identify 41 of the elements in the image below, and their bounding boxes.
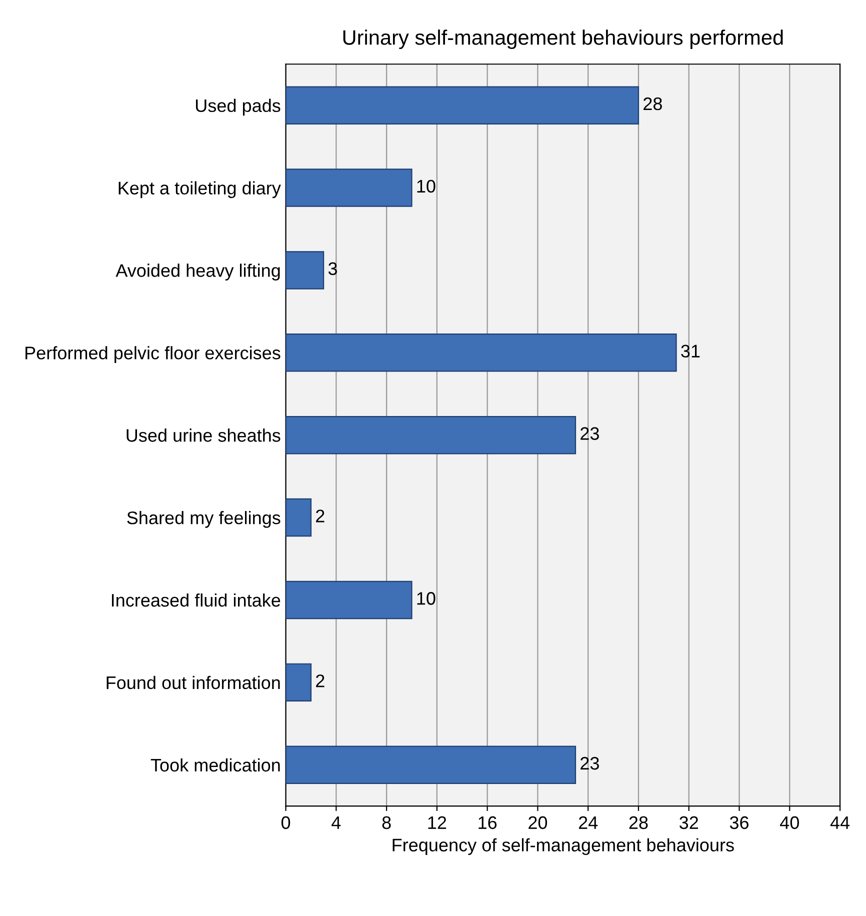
x-tick-label: 8	[382, 816, 391, 830]
x-axis-title: Frequency of self-management behaviours	[392, 838, 734, 856]
data-label: 2	[316, 510, 324, 522]
bar	[286, 416, 576, 454]
x-tick-label: 12	[428, 816, 446, 829]
x-tick-label: 4	[332, 816, 341, 829]
y-tick-label: Increased fluid intake	[112, 593, 280, 607]
x-tick-label: 36	[730, 816, 748, 830]
x-tick-label: 20	[528, 816, 548, 830]
data-label: 31	[681, 344, 700, 358]
chart-title: Urinary self-management behaviours performed	[343, 30, 783, 49]
data-label: 23	[580, 756, 599, 770]
bar	[286, 663, 312, 702]
bar	[286, 498, 312, 537]
bar	[286, 580, 412, 620]
x-tick-label: 40	[780, 816, 799, 830]
x-tick-label: 0	[281, 816, 290, 830]
bar	[286, 251, 324, 290]
bar	[286, 168, 412, 207]
y-tick-label: Used urine sheaths	[126, 428, 280, 442]
y-tick-label: Avoided heavy lifting	[116, 264, 280, 281]
y-tick-label: Used pads	[196, 98, 280, 116]
y-tick-label: Found out information	[106, 676, 280, 690]
y-tick-label: Took medication	[150, 758, 280, 772]
y-tick-label: Performed pelvic floor exercises	[26, 346, 280, 363]
data-label: 10	[417, 180, 436, 193]
y-tick-label: Shared my feelings	[127, 511, 280, 528]
data-label: 3	[328, 262, 337, 276]
x-tick-label: 44	[830, 816, 850, 829]
bar	[286, 746, 576, 784]
x-tick-label: 32	[680, 816, 698, 830]
x-tick-label: 28	[629, 816, 648, 830]
data-label: 2	[316, 674, 324, 688]
data-label: 10	[417, 592, 436, 605]
data-label: 23	[580, 427, 599, 440]
bar	[286, 86, 640, 124]
bar	[286, 334, 677, 372]
y-tick-label: Kept a toileting diary	[118, 181, 281, 198]
data-label: 28	[644, 97, 662, 110]
x-tick-label: 24	[578, 816, 598, 829]
x-tick-label: 16	[478, 816, 497, 830]
